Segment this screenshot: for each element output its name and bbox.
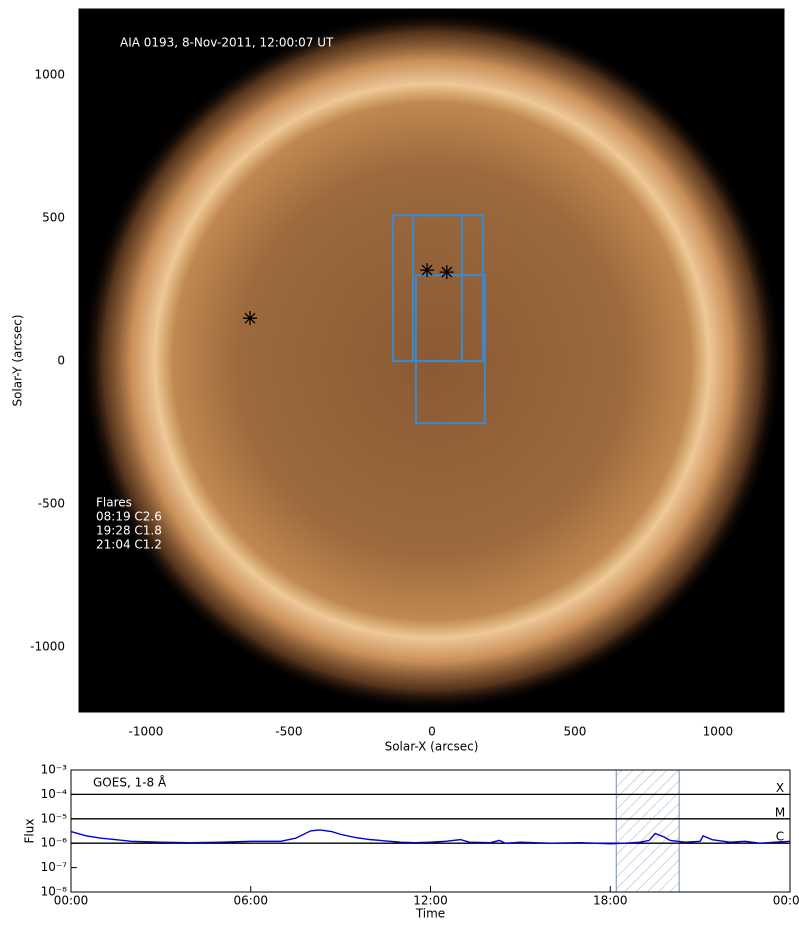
flare-marker <box>439 265 454 280</box>
y-tick-label: 10⁻⁵ <box>41 811 68 825</box>
y-tick-label: 10⁻⁸ <box>41 885 68 899</box>
region-box <box>412 214 484 363</box>
highlight-window <box>615 769 680 893</box>
flux-line <box>70 829 791 845</box>
flare-marker <box>420 263 435 278</box>
y-tick-label: -500 <box>38 497 65 511</box>
x-tick-label: 18:00 <box>593 894 628 908</box>
y-tick-label: 500 <box>42 211 65 225</box>
y-tick-label: 10⁻⁴ <box>41 787 68 801</box>
annotation-line: 21:04 C1.2 <box>96 538 162 552</box>
y-axis-label: Solar-Y (arcsec) <box>11 314 25 406</box>
class-label: M <box>775 805 785 819</box>
image-title: AIA 0193, 8-Nov-2011, 12:00:07 UT <box>120 36 334 50</box>
x-tick-label: 500 <box>563 725 586 739</box>
x-tick-label: 00:00 <box>773 894 799 908</box>
annotation-line: 19:28 C1.8 <box>96 524 162 538</box>
x-tick-label: -1000 <box>128 725 163 739</box>
y-tick-label: 0 <box>57 354 65 368</box>
class-label: C <box>776 830 784 844</box>
y-tick-label: 10⁻³ <box>41 763 68 777</box>
annotation-line: 08:19 C2.6 <box>96 510 162 524</box>
axes-frame <box>70 769 791 893</box>
y-tick-label: 1000 <box>34 68 65 82</box>
y-tick-label: 10⁻⁷ <box>41 860 68 874</box>
x-tick-label: 00:00 <box>54 894 89 908</box>
x-tick-label: 06:00 <box>233 894 268 908</box>
legend-label: GOES, 1-8 Å <box>93 775 167 790</box>
y-tick-label: 10⁻⁶ <box>41 836 68 850</box>
x-tick-label: 0 <box>428 725 436 739</box>
x-tick-label: 12:00 <box>413 894 448 908</box>
flare-marker <box>243 311 258 326</box>
x-axis-label: Solar-X (arcsec) <box>385 740 479 754</box>
x-axis-label: Time <box>415 907 445 921</box>
y-tick-label: -1000 <box>30 640 65 654</box>
top-panel: -1000 -500 0 500 1000 -1000 -500 0 500 1000 Solar-… <box>11 8 785 754</box>
y-axis-label: Flux <box>23 819 37 844</box>
class-label: X <box>776 781 784 795</box>
x-tick-label: -500 <box>275 725 302 739</box>
x-tick-label: 1000 <box>703 725 734 739</box>
annotation-title: Flares <box>96 496 132 510</box>
